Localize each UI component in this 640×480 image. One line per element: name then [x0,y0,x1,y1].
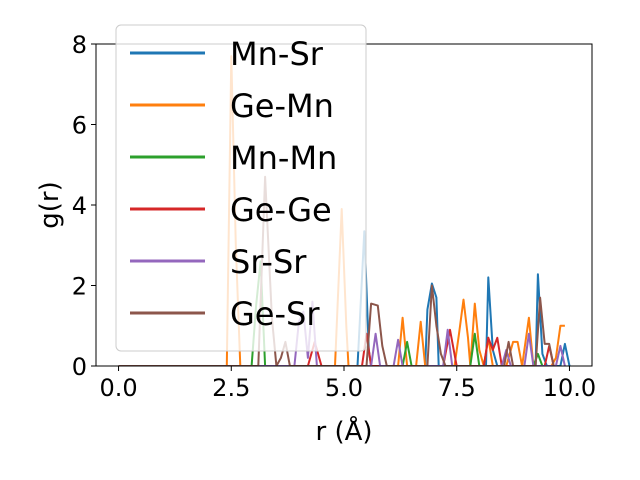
y-tick-label: 6 [72,112,87,140]
y-tick-label: 0 [72,353,87,381]
legend-label-ge-ge: Ge-Ge [230,191,332,229]
legend-label-ge-sr: Ge-Sr [230,295,320,333]
x-tick-label: 7.5 [438,374,476,402]
y-axis-label: g(r) [35,181,65,228]
x-tick-label: 2.5 [212,374,250,402]
x-tick-label: 10.0 [543,374,596,402]
x-axis-label: r (Å) [315,415,372,447]
y-tick-label: 8 [72,31,87,59]
legend-label-ge-mn: Ge-Mn [230,87,334,125]
y-tick-label: 2 [72,273,87,301]
legend: Mn-Sr Ge-Mn Mn-Mn Ge-Ge Sr-Sr Ge-Sr [115,24,367,352]
series-line-sr-sr [118,300,566,366]
legend-label-mn-sr: Mn-Sr [230,35,324,73]
series-line-ge-sr [118,175,555,366]
x-tick-label: 0.0 [99,374,137,402]
legend-label-sr-sr: Sr-Sr [230,243,307,281]
y-tick-label: 4 [72,192,87,220]
x-axis-ticks: 0.0 2.5 5.0 7.5 10.0 [99,366,596,402]
legend-label-mn-mn: Mn-Mn [230,139,337,177]
x-tick-label: 5.0 [325,374,363,402]
series-line-ge-ge [118,328,555,366]
y-axis-ticks: 0 2 4 6 8 [72,31,96,381]
